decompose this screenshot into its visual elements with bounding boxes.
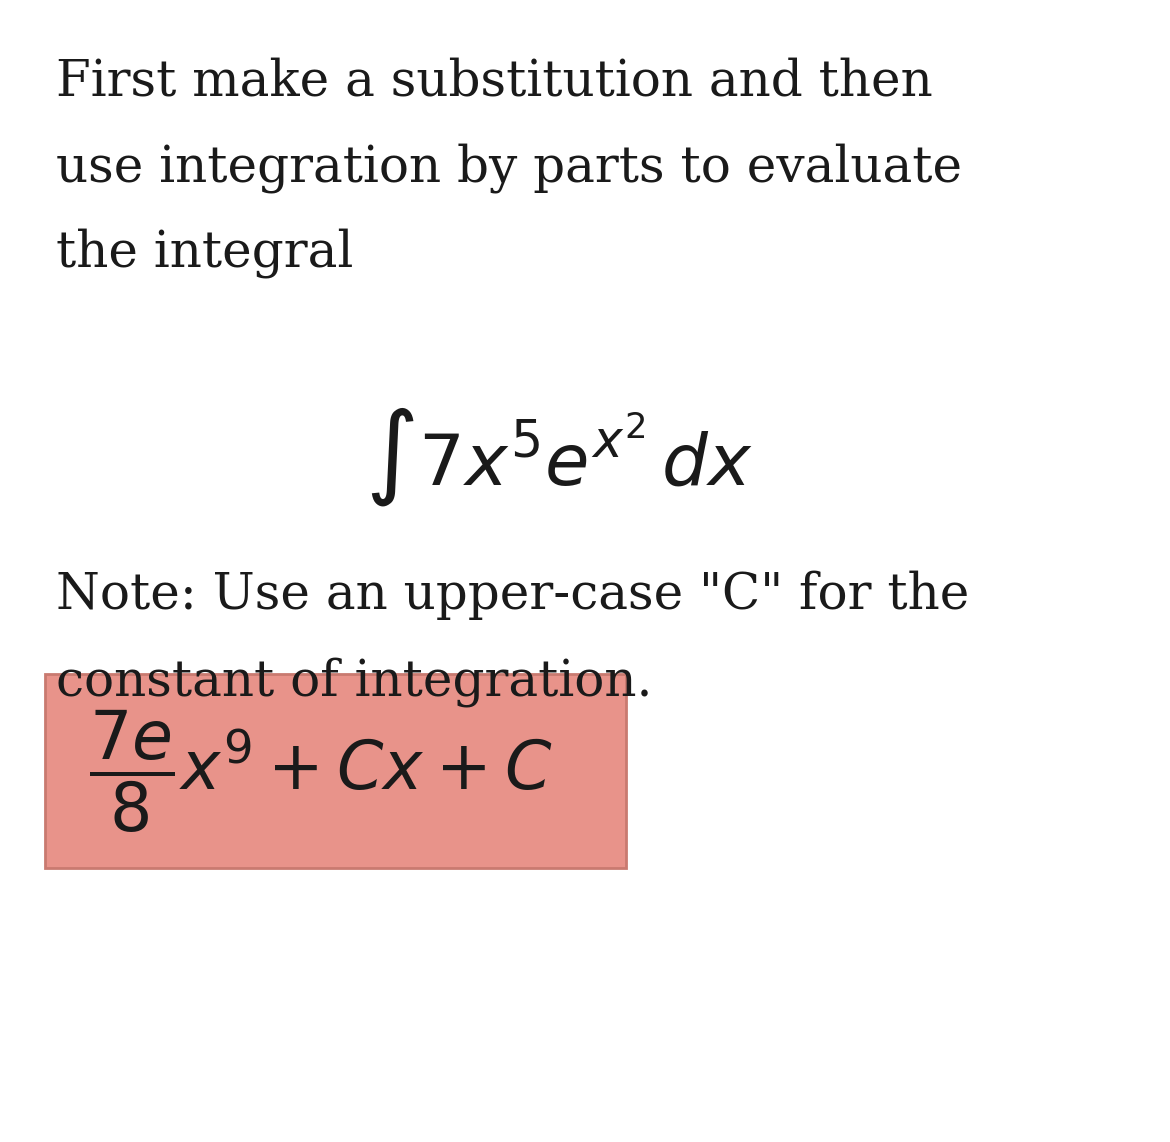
FancyBboxPatch shape <box>44 674 626 868</box>
Text: Note: Use an upper-case "C" for the: Note: Use an upper-case "C" for the <box>56 571 969 620</box>
Text: use integration by parts to evaluate: use integration by parts to evaluate <box>56 143 962 193</box>
Text: the integral: the integral <box>56 228 353 279</box>
Text: First make a substitution and then: First make a substitution and then <box>56 57 932 106</box>
Text: constant of integration.: constant of integration. <box>56 657 653 707</box>
Text: $\dfrac{7e}{8}x^9 + Cx + C$: $\dfrac{7e}{8}x^9 + Cx + C$ <box>89 707 553 835</box>
Text: $\int 7x^5 e^{x^2}\, dx$: $\int 7x^5 e^{x^2}\, dx$ <box>365 405 753 508</box>
